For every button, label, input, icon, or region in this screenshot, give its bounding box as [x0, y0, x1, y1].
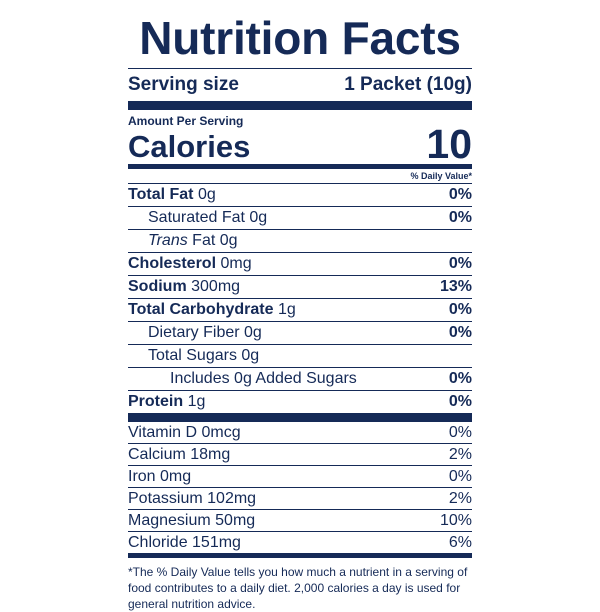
- nutrient-row-protein: Protein 1g 0%: [128, 390, 472, 413]
- nutrient-daily-value: 0%: [448, 370, 472, 387]
- micronutrient-row: Magnesium 50mg 10%: [128, 509, 472, 531]
- nutrient-daily-value: 13%: [439, 278, 472, 295]
- divider: [128, 68, 472, 69]
- nutrient-row-saturated-fat: Saturated Fat 0g 0%: [128, 206, 472, 229]
- label-title: Nutrition Facts: [139, 12, 461, 64]
- micronutrient-text: Iron 0mg: [128, 467, 192, 485]
- calories-value: 10: [426, 121, 472, 167]
- nutrient-name: Protein: [128, 393, 184, 410]
- nutrient-daily-value: 0%: [448, 301, 472, 318]
- micronutrient-row: Chloride 151mg 6%: [128, 531, 472, 553]
- micronutrient-text: Chloride 151mg: [128, 533, 241, 551]
- micronutrient-text: Magnesium 50mg: [128, 511, 256, 529]
- nutrient-daily-value: 0%: [448, 186, 472, 203]
- nutrition-facts-label: Nutrition Facts Serving size 1 Packet (1…: [128, 14, 472, 612]
- nutrient-amount: 0g: [219, 232, 238, 249]
- calories-row: Calories 10: [128, 121, 472, 167]
- micronutrient-list: Vitamin D 0mcg 0% Calcium 18mg 2% Iron 0…: [128, 422, 472, 553]
- nutrient-row-sodium: Sodium 300mg 13%: [128, 275, 472, 298]
- nutrient-name: Saturated Fat: [148, 209, 245, 226]
- amount-per-serving: Amount Per Serving: [128, 114, 244, 128]
- nutrient-amount: 0g: [241, 347, 260, 364]
- nutrient-name: Total Carbohydrate: [128, 301, 274, 318]
- divider-medium: [128, 164, 472, 169]
- daily-value-footnote: *The % Daily Value tells you how much a …: [128, 565, 468, 611]
- daily-value-header: % Daily Value*: [410, 171, 472, 181]
- divider-thick: [128, 101, 472, 110]
- nutrient-name: Includes 0g Added Sugars: [170, 370, 357, 387]
- nutrient-row-total-fat: Total Fat 0g 0%: [128, 183, 472, 206]
- nutrient-amount: 0mg: [220, 255, 252, 272]
- calories-label: Calories: [128, 129, 251, 164]
- nutrient-name: Cholesterol: [128, 255, 217, 272]
- nutrient-name-italic: Trans: [148, 232, 188, 249]
- micronutrient-row: Vitamin D 0mcg 0%: [128, 422, 472, 443]
- serving-size-row: Serving size 1 Packet (10g): [128, 69, 472, 101]
- nutrient-amount: 1g: [277, 301, 296, 318]
- nutrient-name: Total Sugars: [148, 347, 237, 364]
- micronutrient-text: Potassium 102mg: [128, 489, 257, 507]
- nutrient-amount: 0g: [244, 324, 262, 341]
- micronutrient-daily-value: 0%: [448, 423, 472, 441]
- micronutrient-row: Calcium 18mg 2%: [128, 443, 472, 465]
- micronutrient-row: Iron 0mg 0%: [128, 465, 472, 487]
- nutrient-amount: 300mg: [191, 278, 241, 295]
- nutrient-amount: 0g: [197, 186, 216, 203]
- nutrient-name: Total Fat: [128, 186, 194, 203]
- nutrient-daily-value: 0%: [448, 255, 472, 272]
- serving-size-value: 1 Packet (10g): [344, 74, 472, 95]
- divider-thick: [128, 413, 472, 422]
- nutrient-row-total-sugars: Total Sugars 0g: [128, 344, 472, 367]
- micronutrient-text: Vitamin D 0mcg: [128, 423, 241, 441]
- micronutrient-row: Potassium 102mg 2%: [128, 487, 472, 509]
- nutrient-daily-value: 0%: [448, 324, 472, 341]
- micronutrient-daily-value: 10%: [439, 511, 472, 529]
- serving-size-label: Serving size: [128, 74, 239, 95]
- micronutrient-daily-value: 0%: [448, 467, 472, 485]
- nutrient-daily-value: 0%: [448, 209, 472, 226]
- divider-medium: [128, 553, 472, 558]
- micronutrient-daily-value: 2%: [448, 445, 472, 463]
- nutrient-name: Dietary Fiber: [148, 324, 240, 341]
- nutrient-row-trans-fat: Trans Fat 0g: [128, 229, 472, 252]
- micronutrient-daily-value: 6%: [448, 533, 472, 551]
- nutrient-name: Sodium: [128, 278, 187, 295]
- nutrient-row-dietary-fiber: Dietary Fiber 0g 0%: [128, 321, 472, 344]
- nutrient-amount: 1g: [187, 393, 206, 410]
- nutrient-row-cholesterol: Cholesterol 0mg 0%: [128, 252, 472, 275]
- micronutrient-text: Calcium 18mg: [128, 445, 231, 463]
- nutrient-row-total-carbohydrate: Total Carbohydrate 1g 0%: [128, 298, 472, 321]
- nutrient-row-added-sugars: Includes 0g Added Sugars 0%: [128, 367, 472, 390]
- nutrient-name: Fat: [192, 232, 216, 249]
- nutrient-amount: 0g: [249, 209, 268, 226]
- nutrient-daily-value: 0%: [448, 393, 472, 410]
- micronutrient-daily-value: 2%: [448, 489, 472, 507]
